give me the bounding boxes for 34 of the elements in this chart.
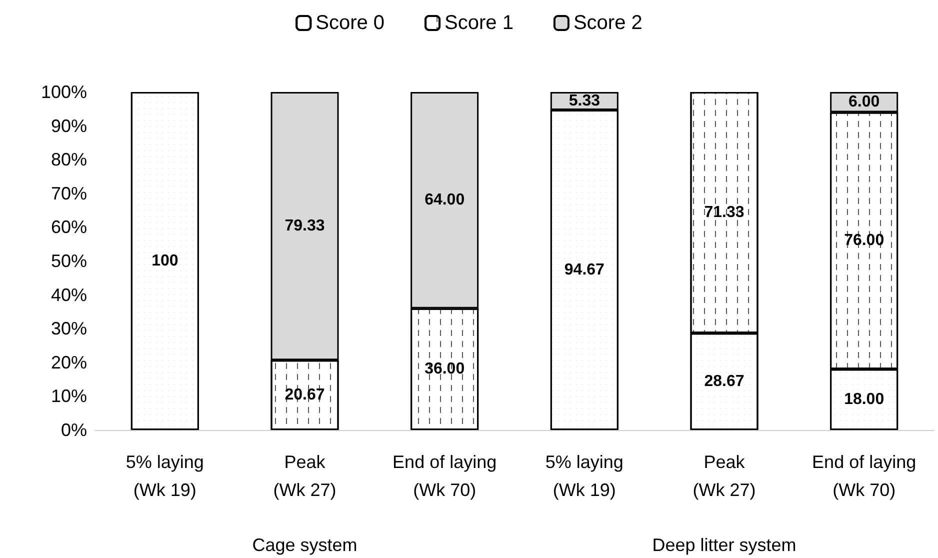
data-label: 36.00 — [424, 360, 465, 378]
data-label: 100 — [152, 252, 178, 270]
y-tick-label: 40% — [50, 284, 87, 305]
x-tick-label: 5% laying (Wk 19) — [126, 452, 204, 500]
x-tick-label: 5% laying (Wk 19) — [545, 452, 624, 500]
y-tick-label: 10% — [50, 386, 87, 406]
legend-label: Score 1 — [444, 12, 514, 34]
text: Deep litter system — [652, 535, 796, 555]
y-tick-label: 90% — [50, 116, 87, 136]
y-tick-label: 0% — [60, 420, 87, 440]
legend-label: Score 0 — [316, 12, 385, 34]
data-label: 28.67 — [704, 373, 744, 390]
x-tick-label: End of laying (Wk 70) — [392, 452, 497, 500]
y-tick-label: 100% — [40, 82, 87, 102]
legend-label: Score 2 — [573, 12, 642, 34]
y-tick-label: 80% — [50, 150, 87, 170]
data-label: 71.33 — [704, 204, 744, 222]
y-tick-label: 30% — [50, 318, 87, 339]
data-label: 18.00 — [844, 391, 884, 408]
y-tick-label: 20% — [50, 352, 87, 372]
y-tick-label: 50% — [50, 251, 87, 271]
x-tick-label: Peak (Wk 27) — [273, 452, 336, 500]
data-label: 79.33 — [284, 218, 325, 235]
data-label: 76.00 — [844, 232, 884, 250]
data-label: 64.00 — [424, 192, 465, 209]
x-tick-label: End of laying (Wk 70) — [812, 452, 916, 500]
text: Cage system — [252, 535, 358, 555]
data-label: 20.67 — [284, 386, 325, 404]
x-tick-label: Peak (Wk 27) — [692, 452, 756, 500]
data-label: 6.00 — [848, 94, 880, 111]
data-label: 94.67 — [564, 262, 605, 279]
y-tick-label: 70% — [50, 183, 87, 204]
y-tick-label: 60% — [50, 217, 87, 238]
data-label: 5.33 — [568, 92, 600, 110]
